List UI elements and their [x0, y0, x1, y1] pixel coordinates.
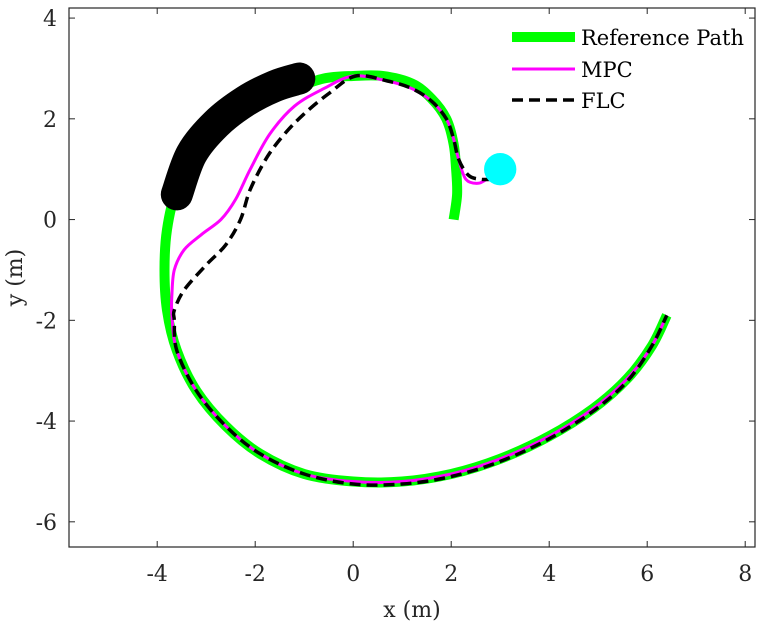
- x-tick-label: 0: [346, 562, 360, 587]
- x-tick-label: 8: [738, 562, 752, 587]
- series-line-reference-path: [159, 70, 672, 488]
- series-line-flc: [171, 73, 669, 487]
- y-axis-label: y (m): [3, 249, 28, 307]
- legend-label-mpc: MPC: [581, 58, 633, 82]
- axes-frame: [68, 7, 756, 548]
- y-tick-label: 4: [43, 7, 57, 32]
- x-tick-label: -4: [146, 562, 167, 587]
- y-tick-label: -4: [36, 410, 57, 435]
- y-tick-label: 2: [43, 108, 57, 133]
- y-tick-label: 0: [43, 209, 57, 234]
- series-line-mpc: [169, 74, 669, 484]
- moving-obstacle-sweep: [160, 62, 316, 211]
- plot-area: [159, 62, 672, 488]
- x-tick-label: 2: [444, 562, 458, 587]
- legend-label-reference-path: Reference Path: [581, 26, 744, 50]
- legend: Reference Path MPC FLC: [512, 26, 744, 113]
- x-tick-label: -2: [244, 562, 265, 587]
- x-tick-label: 6: [640, 562, 654, 587]
- x-axis-label: x (m): [383, 598, 440, 623]
- x-tick-label: 4: [542, 562, 556, 587]
- y-tick-label: -2: [36, 309, 57, 334]
- y-tick-label: -6: [36, 511, 57, 536]
- legend-label-flc: FLC: [581, 89, 626, 113]
- static-obstacle: [484, 153, 517, 186]
- axis-ticks: -4 -2 0 2 4 6 8 -6 -4 -2 0 2 4: [36, 7, 755, 587]
